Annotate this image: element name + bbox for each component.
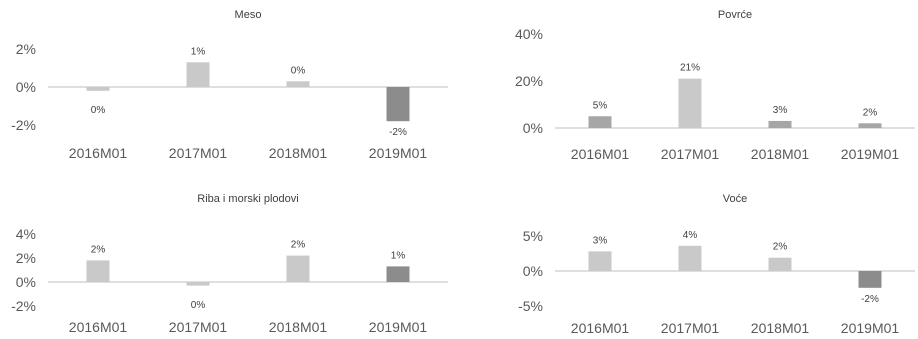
data-label: 4% [683,230,698,241]
category-label: 2017M01 [661,320,720,336]
category-label: 2018M01 [269,145,328,161]
y-tick-label: 5% [523,228,543,244]
y-tick-label: 0% [523,120,543,136]
data-label: 0% [291,65,306,76]
chart-title: Povrće [718,9,752,21]
category-label: 2019M01 [369,319,428,335]
category-label: 2016M01 [69,145,128,161]
bar [286,255,310,282]
y-tick-label: 0% [16,79,36,95]
category-label: 2016M01 [69,319,128,335]
bar [186,282,210,286]
data-label: 5% [593,100,608,111]
bar [588,116,612,128]
data-label: 2% [773,242,788,253]
data-label: 0% [91,105,106,116]
bar [858,271,882,288]
data-label: 1% [191,46,206,57]
category-label: 2019M01 [369,145,428,161]
data-label: 21% [680,63,700,74]
y-tick-label: -5% [518,298,543,314]
chart-meso: Meso -2% 0% 2% 0% 2016M01 1% 2017M01 0% 2018M01 -2… [11,9,448,161]
data-label: 2% [91,244,106,255]
chart-title: Meso [235,9,262,21]
data-label: 3% [593,235,608,246]
bar [86,260,110,282]
bar [86,87,110,91]
category-label: 2017M01 [169,319,228,335]
y-tick-label: 0% [523,263,543,279]
bar [386,266,410,282]
data-label: 3% [773,105,788,116]
category-label: 2017M01 [169,145,228,161]
data-label: -2% [389,127,407,138]
category-label: 2017M01 [661,146,720,162]
bar [588,251,612,271]
category-label: 2018M01 [751,146,810,162]
bar [858,123,882,128]
category-label: 2018M01 [269,319,328,335]
bar [678,78,702,128]
chart-povrce: Povrće 0% 20% 40% 5% 2016M01 21% 2017M01 3% 2018M… [515,9,915,162]
category-label: 2019M01 [841,320,900,336]
category-label: 2016M01 [571,146,630,162]
data-label: 1% [391,250,406,261]
y-tick-label: 20% [515,73,543,89]
bar [386,87,410,122]
bar [768,257,792,271]
data-label: 0% [191,300,206,311]
data-label: 2% [863,107,878,118]
chart-title: Voće [723,193,747,205]
bar [186,62,210,87]
data-label: 2% [291,240,306,251]
y-tick-label: -2% [11,298,36,314]
y-tick-label: -2% [11,117,36,133]
y-tick-label: 40% [515,26,543,42]
data-label: -2% [861,294,879,305]
bar [678,245,702,271]
chart-riba-i-morski-plodovi: Riba i morski plodovi -2% 0% 2% 4% 2% 2016M01 0… [11,193,448,335]
y-tick-label: 2% [16,250,36,266]
y-tick-label: 0% [16,274,36,290]
chart-voce: Voće -5% 0% 5% 3% 2016M01 4% 2017M01 2% 2018M01 -2… [518,193,915,336]
category-label: 2018M01 [751,320,810,336]
chart-title: Riba i morski plodovi [197,193,298,205]
bar [286,81,310,87]
category-label: 2019M01 [841,146,900,162]
bar [768,120,792,128]
category-label: 2016M01 [571,320,630,336]
y-tick-label: 2% [16,41,36,57]
y-tick-label: 4% [16,226,36,242]
